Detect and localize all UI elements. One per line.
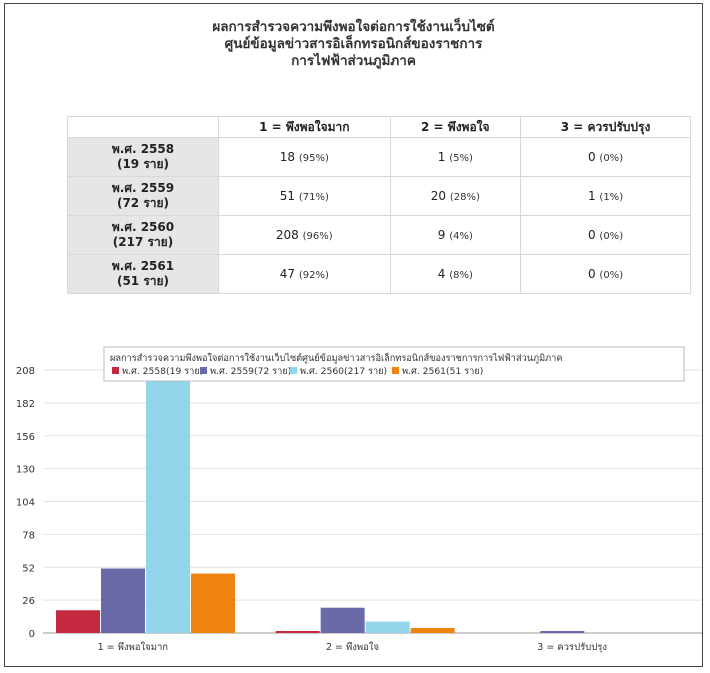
cell-percent: (96%) xyxy=(302,231,333,242)
y-tick-label: 182 xyxy=(16,399,35,410)
bar xyxy=(320,607,365,633)
row-respondent-count: (51 ราย) xyxy=(116,274,170,288)
y-tick-label: 130 xyxy=(16,465,35,476)
cell-percent: (0%) xyxy=(599,270,624,281)
cell-percent: (5%) xyxy=(449,153,473,164)
table-cell: 1 (5%) xyxy=(389,137,522,177)
bar xyxy=(540,631,585,633)
row-header: พ.ศ. 2559 (72 ราย) xyxy=(67,176,219,216)
table-cell: 51 (71%) xyxy=(218,176,391,216)
cell-count: 18 xyxy=(279,150,295,164)
page-title: ผลการสำรวจความพึงพอใจต่อการใช้งานเว็บไซต… xyxy=(5,19,702,70)
cell-count: 47 xyxy=(279,267,295,281)
y-tick-label: 52 xyxy=(22,563,35,574)
y-tick-label: 104 xyxy=(16,498,35,509)
cell-count: 1 xyxy=(587,189,596,203)
row-header: พ.ศ. 2558 (19 ราย) xyxy=(67,137,219,177)
table-cell: 18 (95%) xyxy=(218,137,391,177)
table-row: พ.ศ. 2560 (217 ราย) 208 (96%) 9 (4%) 0 (0%) xyxy=(67,215,691,255)
legend-label: พ.ศ. 2558(19 ราย) xyxy=(122,366,203,377)
table-cell: 4 (8%) xyxy=(389,254,522,294)
cell-percent: (95%) xyxy=(298,153,329,164)
y-tick-label: 156 xyxy=(16,432,35,443)
title-line-2: ศูนย์ข้อมูลข่าวสารอิเล็กทรอนิกส์ของราชกา… xyxy=(224,36,483,52)
table-cell: 0 (0%) xyxy=(520,215,691,255)
bar xyxy=(101,568,145,633)
cell-percent: (92%) xyxy=(298,270,329,281)
cell-count: 20 xyxy=(430,189,447,203)
cell-percent: (4%) xyxy=(449,231,473,242)
bar xyxy=(191,573,235,633)
title-line-1: ผลการสำรวจความพึงพอใจต่อการใช้งานเว็บไซต… xyxy=(212,19,495,35)
row-year: พ.ศ. 2558 xyxy=(111,142,175,156)
table-cell: 1 (1%) xyxy=(520,176,691,216)
x-tick-label: 3 = ควรปรับปรุง xyxy=(537,642,607,653)
cell-count: 0 xyxy=(587,150,596,164)
table-cell: 9 (4%) xyxy=(389,215,522,255)
legend-swatch xyxy=(290,367,297,374)
bar xyxy=(365,621,410,633)
cell-count: 208 xyxy=(275,228,299,242)
y-tick-label: 26 xyxy=(22,596,35,607)
y-tick-label: 208 xyxy=(16,366,35,377)
cell-count: 0 xyxy=(587,267,596,281)
cell-percent: (1%) xyxy=(599,192,624,203)
cell-percent: (0%) xyxy=(599,231,624,242)
cell-count: 0 xyxy=(587,228,596,242)
cell-percent: (28%) xyxy=(449,192,480,203)
bar xyxy=(410,627,455,633)
cell-percent: (0%) xyxy=(599,153,624,164)
legend-swatch xyxy=(392,367,399,374)
row-respondent-count: (217 ราย) xyxy=(112,235,174,249)
cell-count: 51 xyxy=(279,189,295,203)
table-cell: 0 (0%) xyxy=(520,137,691,177)
legend-box xyxy=(103,346,685,382)
table-cell: 208 (96%) xyxy=(218,215,391,255)
x-tick-label: 1 = พึงพอใจมาก xyxy=(98,641,169,653)
row-header: พ.ศ. 2560 (217 ราย) xyxy=(67,215,219,255)
legend: ผลการสำรวจความพึงพอใจต่อการใช้งานเว็บไซต… xyxy=(103,346,685,382)
table-cell: 20 (28%) xyxy=(389,176,522,216)
table-corner xyxy=(67,116,219,138)
cell-count: 9 xyxy=(437,228,446,242)
cell-count: 1 xyxy=(437,150,446,164)
row-header: พ.ศ. 2561 (51 ราย) xyxy=(67,254,219,294)
row-respondent-count: (72 ราย) xyxy=(116,196,170,210)
survey-frame: ผลการสำรวจความพึงพอใจต่อการใช้งานเว็บไซต… xyxy=(4,3,703,667)
table-row: พ.ศ. 2559 (72 ราย) 51 (71%) 20 (28%) 1 (1%) xyxy=(67,176,691,216)
legend-label: พ.ศ. 2561(51 ราย) xyxy=(402,366,483,377)
table-row: พ.ศ. 2561 (51 ราย) 47 (92%) 4 (8%) 0 (0%) xyxy=(67,254,691,294)
col-header-satisfied: 2 = พึงพอใจ xyxy=(389,116,522,138)
y-tick-label: 0 xyxy=(29,629,35,640)
title-line-3: การไฟฟ้าส่วนภูมิภาค xyxy=(291,53,416,69)
x-tick-label: 2 = พึงพอใจ xyxy=(326,641,379,653)
row-respondent-count: (19 ราย) xyxy=(116,157,170,171)
bar xyxy=(56,610,100,633)
results-table: 1 = พึงพอใจมาก 2 = พึงพอใจ 3 = ควรปรับปร… xyxy=(67,116,691,294)
row-year: พ.ศ. 2561 xyxy=(111,259,175,273)
cell-count: 4 xyxy=(437,267,446,281)
bar xyxy=(146,370,190,633)
table-cell: 47 (92%) xyxy=(218,254,391,294)
y-tick-label: 78 xyxy=(22,530,35,541)
legend-swatch xyxy=(200,367,207,374)
table-row: พ.ศ. 2558 (19 ราย) 18 (95%) 1 (5%) 0 (0%) xyxy=(67,137,691,177)
legend-label: พ.ศ. 2559(72 ราย) xyxy=(210,366,291,377)
cell-percent: (8%) xyxy=(449,270,473,281)
table-cell: 0 (0%) xyxy=(520,254,691,294)
legend-label: พ.ศ. 2560(217 ราย) xyxy=(300,366,387,377)
row-year: พ.ศ. 2560 xyxy=(111,220,175,234)
chart-container: 0 26 52 78 104 130 156 182 208 1 = พึงพอใจมาก 2 = … xyxy=(10,339,708,669)
legend-swatch xyxy=(112,367,119,374)
legend-title: ผลการสำรวจความพึงพอใจต่อการใช้งานเว็บไซต… xyxy=(110,351,563,364)
bar-chart: 0 26 52 78 104 130 156 182 208 1 = พึงพอใจมาก 2 = … xyxy=(16,346,702,653)
row-year: พ.ศ. 2559 xyxy=(111,181,175,195)
cell-percent: (71%) xyxy=(298,192,329,203)
col-header-needs-improvement: 3 = ควรปรับปรุง xyxy=(520,116,691,138)
bar xyxy=(275,631,320,633)
col-header-very-satisfied: 1 = พึงพอใจมาก xyxy=(218,116,391,138)
